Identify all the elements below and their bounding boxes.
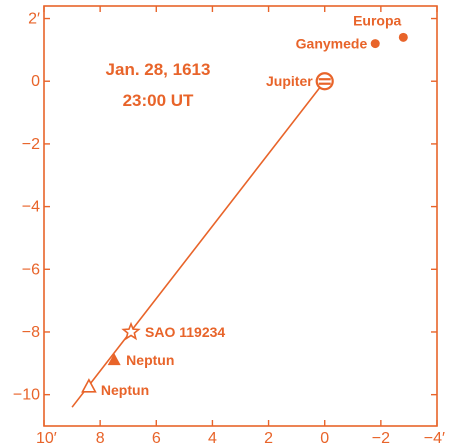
y-tick-label: 0: [31, 73, 40, 90]
x-tick-label: 10′: [36, 430, 57, 443]
plot-frame: [43, 5, 438, 427]
point-label: Europa: [353, 12, 401, 28]
x-tick-label: 2: [264, 430, 273, 443]
y-tick-label: −8: [22, 324, 40, 341]
trajectory-line: [71, 80, 326, 408]
point-star: [121, 321, 141, 341]
x-tick-label: 8: [96, 430, 105, 443]
point-label: Neptun: [126, 352, 174, 368]
x-tick-label: 6: [152, 430, 161, 443]
point-europa: [398, 32, 408, 42]
point-label: Ganymede: [296, 36, 368, 52]
point-label: Neptun: [101, 382, 149, 398]
x-tick-label: 0: [320, 430, 329, 443]
y-tick-label: −6: [22, 261, 40, 278]
point-label: Jupiter: [266, 73, 313, 89]
x-tick-label: −4′: [424, 430, 445, 443]
y-tick-label: −2: [22, 136, 40, 153]
y-tick-label: 2′: [28, 11, 40, 28]
date-annotation-line: Jan. 28, 1613: [106, 60, 211, 79]
point-neptune-filled: [107, 353, 121, 366]
point-label: SAO 119234: [145, 324, 225, 340]
x-tick-label: 4: [208, 430, 217, 443]
x-tick-label: −2: [372, 430, 390, 443]
point-neptune-open: [81, 378, 97, 393]
y-tick-label: −10: [13, 387, 40, 404]
point-jupiter: [315, 72, 334, 91]
point-ganymede: [370, 39, 380, 49]
date-annotation-line: 23:00 UT: [123, 91, 194, 110]
y-tick-label: −4: [22, 199, 40, 216]
